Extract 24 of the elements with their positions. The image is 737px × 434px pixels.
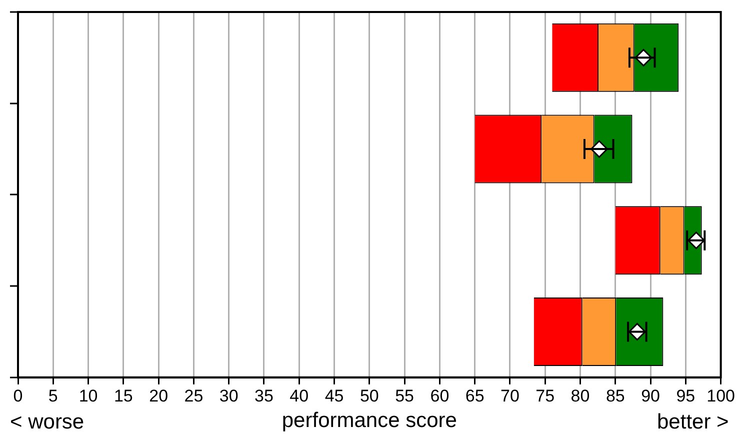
- x-tick-label: 95: [676, 386, 696, 406]
- x-tick-label: 20: [149, 386, 168, 406]
- text: better >: [657, 410, 729, 434]
- x-axis-title: performance score: [282, 409, 457, 432]
- x-tick-label: 10: [78, 386, 98, 406]
- x-tick-label: 80: [570, 386, 590, 406]
- x-tick-label: 70: [500, 386, 520, 406]
- x-tick-label: 30: [219, 386, 238, 406]
- x-tick-label: 40: [290, 386, 309, 406]
- x-tick-label: 60: [430, 386, 450, 406]
- x-tick-label: 85: [606, 386, 625, 406]
- x-tick-label: 75: [536, 386, 555, 406]
- x-tick-label: 50: [360, 386, 379, 406]
- x-tick-label: 5: [48, 386, 58, 406]
- x-tick-label: 45: [324, 386, 344, 406]
- x-tick-label: 65: [465, 386, 484, 406]
- x-tick-label: 100: [706, 386, 736, 406]
- x-tick-label: 90: [641, 386, 660, 406]
- x-tick-label: 35: [254, 386, 274, 406]
- x-tick-label: 25: [184, 386, 204, 406]
- x-tick-label: 15: [114, 386, 133, 406]
- text: < worse: [10, 410, 84, 434]
- x-tick-label: 55: [395, 386, 414, 406]
- x-tick-label: 0: [13, 386, 23, 406]
